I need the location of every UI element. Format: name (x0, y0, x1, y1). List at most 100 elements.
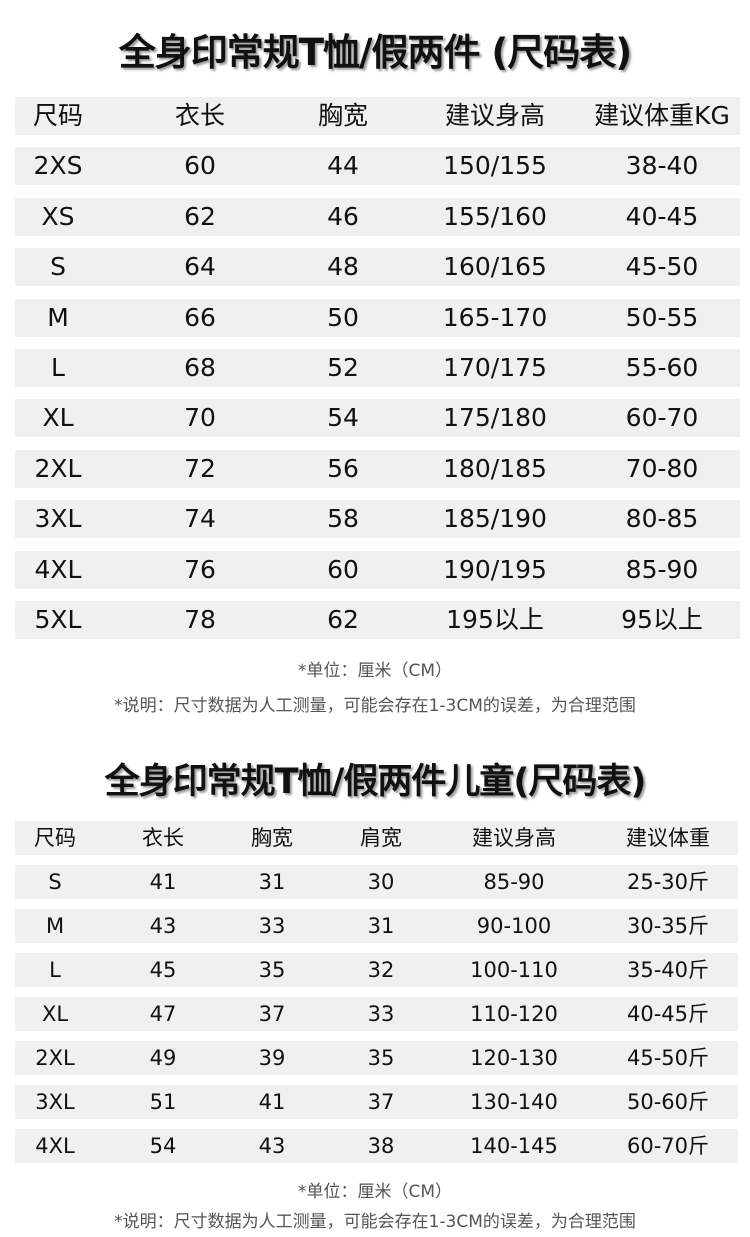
table-cell: 33 (367, 1002, 395, 1026)
table-cell: 49 (149, 1046, 177, 1070)
table-cell: 35 (367, 1046, 395, 1070)
table-cell: 190/195 (443, 554, 547, 584)
table-cell: 170/175 (443, 353, 547, 382)
header-cell: 建议体重 (626, 826, 710, 850)
table-cell: 64 (184, 252, 216, 282)
table-header-row: 尺码 衣长 胸宽 肩宽 建议身高 建议体重 (15, 821, 738, 855)
table-row: 5XL 78 62 195以上 95以上 (15, 601, 740, 639)
header-cell: 衣长 (142, 826, 184, 850)
table-cell: 50-60斤 (626, 1090, 710, 1114)
header-cell: 尺码 (32, 101, 84, 130)
table-cell: 160/165 (443, 252, 547, 282)
table-cell: 110-120 (470, 1002, 558, 1026)
table-cell: XL (42, 403, 74, 433)
table-cell: 60 (327, 554, 359, 584)
table-cell: 150/155 (443, 151, 547, 181)
table-cell: 140-145 (470, 1134, 558, 1158)
kids-size-chart-title: 全身印常规T恤/假两件儿童(尺码表) (104, 762, 647, 802)
table-cell: 3XL (35, 1090, 75, 1114)
table-header-row: 尺码 衣长 胸宽 建议身高 建议体重KG (15, 97, 740, 135)
table-cell: 41 (149, 870, 177, 894)
table-cell: 2XS (33, 151, 83, 181)
header-cell: 肩宽 (360, 826, 402, 850)
table-row: 2XS 60 44 150/155 38-40 (15, 147, 740, 186)
table-cell: 45-50斤 (626, 1046, 710, 1070)
table-cell: 51 (149, 1090, 177, 1114)
table-cell: 4XL (35, 1134, 75, 1158)
table-row: 2XL 72 56 180/185 70-80 (15, 449, 740, 488)
table-row: L 68 52 170/175 55-60 (15, 349, 740, 387)
table-cell: 45-50 (625, 252, 699, 282)
table-cell: 2XL (35, 1046, 75, 1070)
table-cell: 44 (327, 151, 359, 181)
table-cell: 38-40 (625, 151, 699, 181)
kids-explain-note: *说明：尺寸数据为人工测量，可能会存在1-3CM的误差，为合理范围 (114, 1212, 636, 1232)
table-cell: 80-85 (625, 504, 699, 534)
table-cell: 70 (184, 403, 216, 433)
table-row: M 66 50 165-170 50-55 (15, 298, 740, 337)
table-row: M 43 33 31 90-100 30-35斤 (15, 909, 738, 943)
table-cell: 155/160 (443, 201, 547, 231)
table-row: 3XL 51 41 37 130-140 50-60斤 (15, 1085, 738, 1119)
table-cell: 37 (258, 1002, 286, 1026)
table-cell: 47 (149, 1002, 177, 1026)
table-cell: 95以上 (621, 605, 703, 634)
table-cell: 175/180 (443, 403, 547, 433)
table-row: S 41 31 30 85-90 25-30斤 (15, 865, 738, 899)
table-cell: 45 (149, 958, 177, 982)
table-cell: 60 (184, 151, 216, 181)
table-cell: 195以上 (446, 605, 544, 634)
table-cell: 40-45斤 (626, 1002, 710, 1026)
table-cell: 62 (184, 201, 216, 231)
table-cell: 43 (149, 914, 177, 938)
table-cell: L (51, 353, 65, 382)
table-cell: 25-30斤 (626, 870, 710, 894)
table-cell: 48 (327, 252, 359, 282)
table-cell: 60-70 (625, 403, 699, 433)
table-row: 4XL 76 60 190/195 85-90 (15, 550, 740, 589)
header-cell: 胸宽 (251, 826, 293, 850)
table-cell: 46 (327, 201, 359, 231)
table-cell: S (50, 252, 66, 282)
table-cell: L (49, 958, 61, 982)
table-row: S 64 48 160/165 45-50 (15, 248, 740, 287)
table-row: XS 62 46 155/160 40-45 (15, 197, 740, 236)
table-cell: 40-45 (625, 201, 699, 231)
table-cell: XL (41, 1002, 69, 1026)
table-cell: 66 (184, 302, 216, 332)
table-cell: 31 (258, 870, 286, 894)
table-row: 4XL 54 43 38 140-145 60-70斤 (15, 1129, 738, 1163)
table-cell: 78 (184, 605, 216, 634)
header-cell: 建议体重KG (594, 101, 730, 130)
adult-unit-note: *单位：厘米（CM） (297, 661, 453, 681)
table-cell: 68 (184, 353, 216, 382)
table-cell: 76 (184, 554, 216, 584)
table-row: L 45 35 32 100-110 35-40斤 (15, 953, 738, 987)
table-cell: 130-140 (470, 1090, 558, 1114)
header-cell: 建议身高 (444, 101, 546, 130)
table-cell: 120-130 (470, 1046, 558, 1070)
table-row: 2XL 49 39 35 120-130 45-50斤 (15, 1041, 738, 1075)
table-cell: 180/185 (443, 453, 547, 483)
table-row: 3XL 74 58 185/190 80-85 (15, 500, 740, 539)
header-cell: 建议身高 (472, 826, 556, 850)
table-cell: 52 (327, 353, 359, 382)
table-cell: 38 (367, 1134, 395, 1158)
table-cell: 54 (327, 403, 359, 433)
table-cell: 35-40斤 (626, 958, 710, 982)
header-cell: 衣长 (174, 101, 226, 130)
table-cell: 100-110 (470, 958, 558, 982)
table-row: XL 47 37 33 110-120 40-45斤 (15, 997, 738, 1031)
table-cell: 2XL (34, 453, 82, 483)
table-cell: 30 (367, 870, 395, 894)
table-cell: M (47, 302, 69, 332)
table-cell: 90-100 (476, 914, 552, 938)
table-cell: 165-170 (442, 302, 548, 332)
table-cell: 30-35斤 (626, 914, 710, 938)
table-cell: 185/190 (443, 504, 547, 534)
table-cell: 50-55 (625, 302, 699, 332)
table-cell: 32 (367, 958, 395, 982)
header-cell: 尺码 (34, 826, 76, 850)
table-cell: 31 (367, 914, 395, 938)
table-cell: 41 (258, 1090, 286, 1114)
